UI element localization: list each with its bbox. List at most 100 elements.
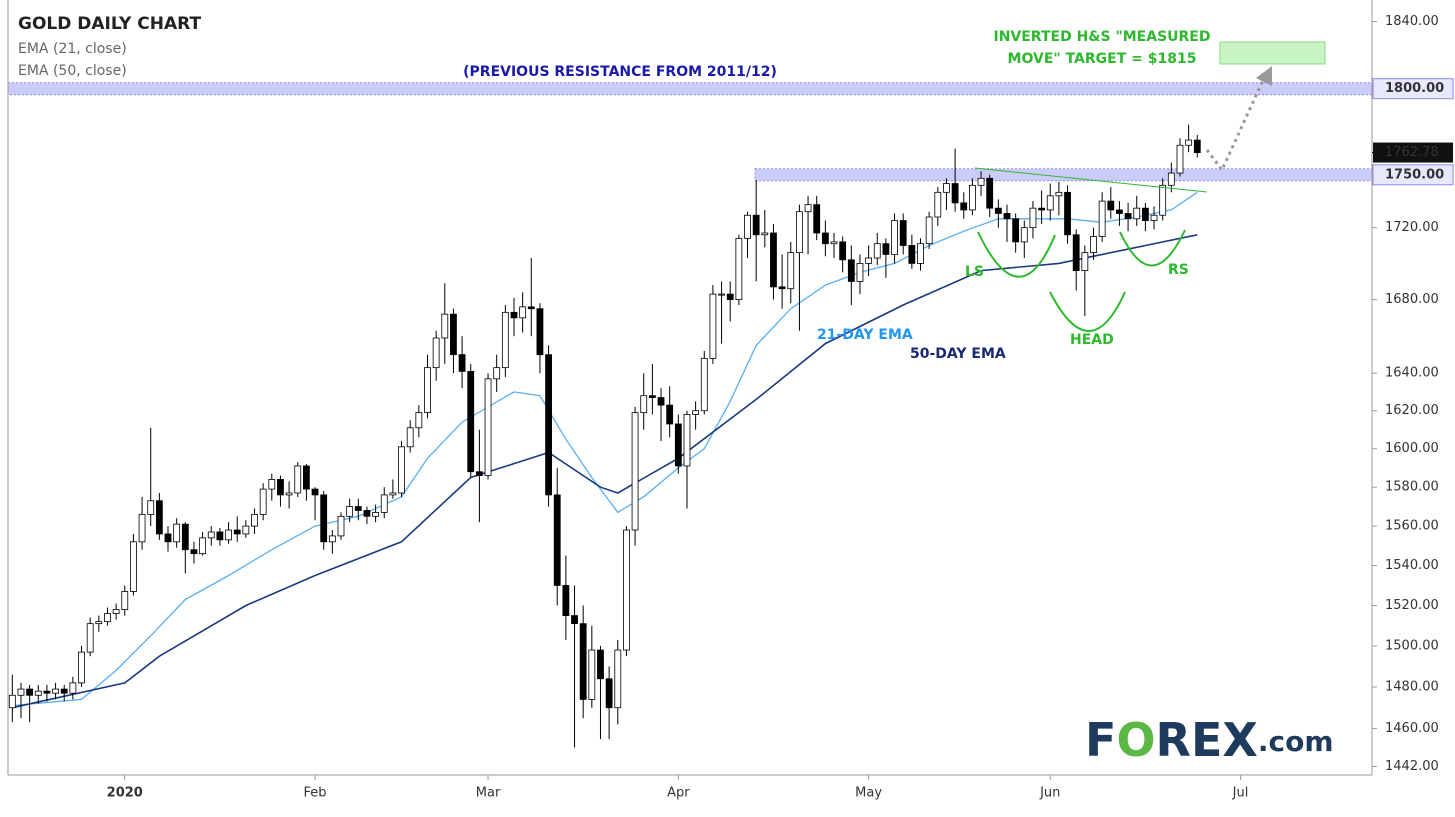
candle-body (60, 688, 68, 694)
logo-part: O (1116, 713, 1155, 767)
left-shoulder-curve (977, 231, 1056, 278)
candle-body (104, 613, 111, 623)
candle-body (1141, 207, 1149, 221)
x-tick-label: May (855, 786, 882, 801)
resistance-band (7, 82, 1373, 96)
candle-body (320, 494, 328, 543)
candle-body (891, 220, 898, 255)
candle-body (943, 183, 950, 193)
x-tick-label: Feb (304, 786, 327, 801)
candle-body (43, 690, 51, 694)
candle-body (285, 492, 293, 496)
candle-body (830, 241, 838, 245)
annotation: INVERTED H&S "MEASURED (993, 29, 1210, 45)
y-tick-label: 1480.00 (1385, 680, 1439, 695)
candle-body (718, 293, 725, 296)
candle-body (251, 513, 258, 527)
y-tick-label: 1442.00 (1385, 759, 1439, 774)
y-tick-label: 1560.00 (1385, 519, 1439, 534)
logo-part: F (1085, 713, 1116, 767)
y-tick-label: 1540.00 (1385, 558, 1439, 573)
candle-body (1098, 200, 1106, 237)
candle-body (328, 535, 336, 543)
y-tick-label: 1520.00 (1385, 598, 1439, 613)
annotation: HEAD (1070, 332, 1114, 348)
candle-body (363, 510, 371, 517)
logo-part: REX (1156, 713, 1258, 767)
logo: FOREX.com (1085, 713, 1334, 767)
annotation: LS (965, 264, 984, 280)
candle-body (164, 533, 172, 543)
candle-body (346, 506, 354, 517)
candle-body (1081, 252, 1089, 272)
y-tick-label: 1680.00 (1385, 292, 1439, 307)
candle-body (882, 243, 890, 255)
candle-body (735, 237, 743, 300)
price-label-box (1372, 78, 1454, 100)
x-tick-label: Jul (1232, 786, 1249, 801)
candle-body (242, 525, 250, 535)
candle-body (8, 694, 16, 709)
candle-body (389, 492, 397, 496)
right-shoulder-curve (1119, 229, 1186, 267)
candle-body (527, 306, 535, 310)
candle-body (17, 688, 25, 696)
candle-body (155, 500, 163, 535)
y-tick-label: 1460.00 (1385, 721, 1439, 736)
candle-body (994, 207, 1002, 214)
candle-body (856, 263, 864, 282)
y-tick-label: 1640.00 (1385, 366, 1439, 381)
candle-body (813, 204, 821, 234)
candle-body (1038, 207, 1045, 211)
candle-body (311, 488, 319, 496)
candle-body (536, 308, 544, 356)
candle-body (225, 529, 232, 541)
candle-body (34, 690, 42, 696)
annotation: 21-DAY EMA (817, 327, 913, 343)
candle-body (501, 311, 509, 369)
candle-body (657, 397, 665, 406)
candle-body (1124, 213, 1132, 220)
candle-body (648, 395, 656, 398)
candle-body (908, 245, 916, 264)
head-curve (1049, 291, 1126, 332)
candle-body (899, 220, 907, 246)
candle-body (597, 649, 604, 680)
candle-body (969, 184, 976, 211)
candle-body (614, 649, 622, 709)
candle-body (493, 367, 501, 380)
candle-body (510, 311, 518, 319)
projection-arrow (1205, 77, 1266, 173)
candle-body (259, 488, 267, 515)
legend-entry: EMA (21, close) (18, 41, 127, 57)
plot-area (7, 82, 1373, 748)
y-tick-label: 1580.00 (1385, 480, 1439, 495)
y-tick-label: 1600.00 (1385, 441, 1439, 456)
annotation: MOVE" TARGET = $1815 (1008, 51, 1197, 67)
y-tick-label: 1500.00 (1385, 638, 1439, 653)
candle-body (873, 243, 881, 259)
candle-body (216, 531, 224, 541)
candle-body (571, 615, 578, 625)
candle-body (354, 506, 362, 511)
candle-body (640, 395, 648, 414)
candle-body (977, 177, 985, 186)
candle-body (752, 214, 760, 236)
candle-body (372, 512, 379, 517)
candle-body (683, 414, 691, 467)
candle-body (1107, 200, 1115, 211)
legend-entry: EMA (50, close) (18, 63, 127, 79)
candle-body (847, 259, 855, 282)
candle-body (294, 465, 302, 494)
candle-body (726, 293, 734, 300)
candle-body (1072, 234, 1080, 272)
candle-body (1116, 209, 1123, 214)
pattern-shapes (974, 167, 1208, 332)
candle-body (415, 412, 423, 429)
price-label: 1800.00 (1385, 81, 1444, 96)
last-price-label: 1762.78 (1385, 145, 1439, 160)
candle-body (441, 313, 449, 339)
candle-body (268, 479, 276, 490)
candle-body (1029, 207, 1037, 229)
